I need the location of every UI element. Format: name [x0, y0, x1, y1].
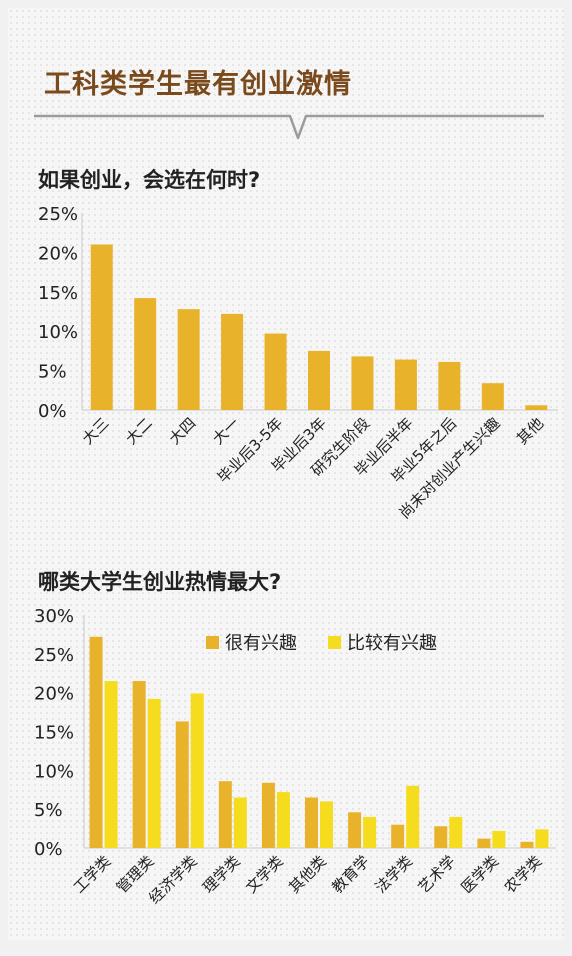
bar-series-2: [147, 698, 161, 848]
x-tick-label: 大二: [122, 414, 156, 448]
legend-label: 很有兴趣: [225, 633, 297, 654]
x-tick-label: 大三: [79, 414, 113, 448]
bar-series-1: [175, 721, 189, 848]
bar-series-1: [218, 781, 232, 848]
major-chart: 哪类大学生创业热情最大?0%5%10%15%20%25%30%工学类管理类经济学…: [34, 570, 556, 907]
bar: [221, 313, 244, 410]
x-tick-label: 其他类: [285, 852, 330, 897]
headline: 工科类学生最有创业激情: [44, 69, 352, 100]
bar: [351, 356, 374, 410]
y-tick-label: 15%: [34, 723, 74, 744]
chart-title: 哪类大学生创业热情最大?: [38, 570, 281, 594]
bar-series-1: [434, 826, 448, 848]
y-tick-label: 0%: [34, 839, 63, 860]
legend-swatch: [206, 636, 219, 649]
x-tick-label: 大一: [209, 414, 243, 448]
legend-label: 比较有兴趣: [347, 633, 437, 654]
legend-swatch: [328, 636, 341, 649]
bar-series-2: [363, 816, 377, 848]
bar-series-2: [320, 801, 333, 848]
y-tick-label: 10%: [38, 322, 78, 343]
bar-series-1: [477, 838, 491, 848]
y-tick-label: 5%: [38, 362, 67, 383]
bar: [308, 350, 330, 410]
bar-series-1: [391, 824, 405, 848]
y-tick-label: 5%: [34, 800, 63, 821]
x-tick-label: 医学类: [458, 852, 503, 897]
y-tick-label: 25%: [38, 204, 78, 225]
bar-series-1: [305, 797, 318, 848]
timing-chart: 如果创业，会选在何时?0%5%10%15%20%25%大三 大二 大四 大一毕业后3-…: [38, 168, 558, 522]
bar-series-2: [492, 830, 506, 848]
bar-series-2: [276, 792, 290, 848]
bar-series-2: [104, 681, 118, 848]
y-tick-label: 25%: [34, 645, 74, 666]
bar: [90, 244, 113, 410]
y-tick-label: 10%: [34, 761, 74, 782]
bar-series-2: [535, 829, 549, 848]
bar-series-2: [233, 797, 247, 848]
y-tick-label: 15%: [38, 283, 78, 304]
bar: [481, 383, 504, 410]
chart-title: 如果创业，会选在何时?: [38, 168, 260, 192]
y-tick-label: 0%: [38, 401, 67, 422]
bar: [525, 405, 548, 410]
x-tick-label: 法学类: [371, 852, 416, 897]
bar: [394, 359, 417, 410]
bar-series-1: [348, 812, 362, 848]
x-tick-label: 其他: [513, 414, 547, 448]
x-tick-label: 经济学类: [145, 852, 200, 907]
pointer-divider: [34, 114, 544, 140]
bar-series-1: [261, 782, 275, 848]
bar: [134, 298, 157, 410]
bar-series-1: [132, 681, 146, 848]
bar-series-1: [89, 636, 103, 848]
y-tick-label: 30%: [34, 606, 74, 627]
bar-series-2: [449, 816, 463, 848]
x-tick-label: 理学类: [199, 852, 244, 897]
bar: [177, 309, 200, 410]
x-tick-label: 农学类: [501, 852, 546, 897]
bar-series-2: [190, 693, 204, 848]
x-tick-label: 文学类: [242, 852, 287, 897]
x-tick-label: 大四: [166, 414, 200, 448]
bar-series-2: [406, 785, 420, 848]
bar: [264, 333, 287, 410]
bar-series-1: [520, 841, 534, 848]
x-tick-label: 工学类: [70, 852, 115, 897]
bar: [438, 361, 461, 410]
y-tick-label: 20%: [34, 684, 74, 705]
x-tick-label: 教育学: [328, 852, 373, 897]
x-tick-label: 艺术学: [415, 852, 460, 897]
infographic-page: 工科类学生最有创业激情 如果创业，会选在何时? 0% 5% 10% 15% 20% 25% 大…: [8, 8, 564, 940]
y-tick-label: 20%: [38, 243, 78, 264]
